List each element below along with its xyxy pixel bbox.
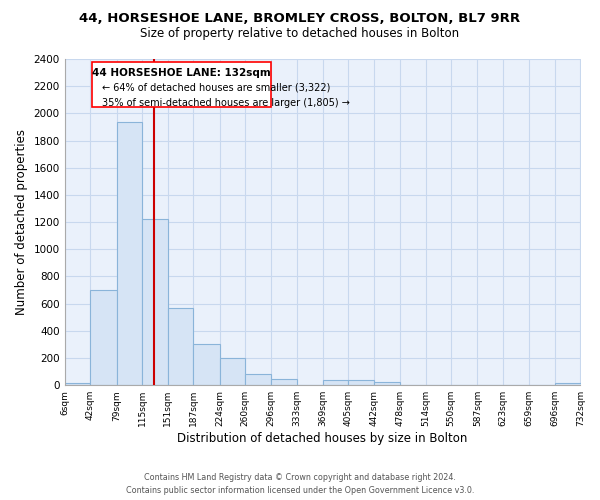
Y-axis label: Number of detached properties: Number of detached properties <box>15 129 28 315</box>
Bar <box>90 290 116 385</box>
Bar <box>348 380 374 385</box>
Bar <box>142 220 167 385</box>
Text: Size of property relative to detached houses in Bolton: Size of property relative to detached ho… <box>140 28 460 40</box>
Bar <box>555 383 581 385</box>
Bar <box>323 380 348 385</box>
Text: 44 HORSESHOE LANE: 132sqm: 44 HORSESHOE LANE: 132sqm <box>92 68 271 78</box>
Text: 35% of semi-detached houses are larger (1,805) →: 35% of semi-detached houses are larger (… <box>102 98 350 108</box>
Bar <box>65 383 90 385</box>
Bar <box>271 380 297 385</box>
Text: Contains HM Land Registry data © Crown copyright and database right 2024.
Contai: Contains HM Land Registry data © Crown c… <box>126 474 474 495</box>
Bar <box>374 382 400 385</box>
Text: ← 64% of detached houses are smaller (3,322): ← 64% of detached houses are smaller (3,… <box>102 83 331 93</box>
Bar <box>193 344 220 385</box>
FancyBboxPatch shape <box>92 62 271 106</box>
Bar <box>167 308 193 385</box>
Text: 44, HORSESHOE LANE, BROMLEY CROSS, BOLTON, BL7 9RR: 44, HORSESHOE LANE, BROMLEY CROSS, BOLTO… <box>79 12 521 26</box>
Bar <box>116 122 142 385</box>
X-axis label: Distribution of detached houses by size in Bolton: Distribution of detached houses by size … <box>178 432 468 445</box>
Bar <box>245 374 271 385</box>
Bar <box>220 358 245 385</box>
